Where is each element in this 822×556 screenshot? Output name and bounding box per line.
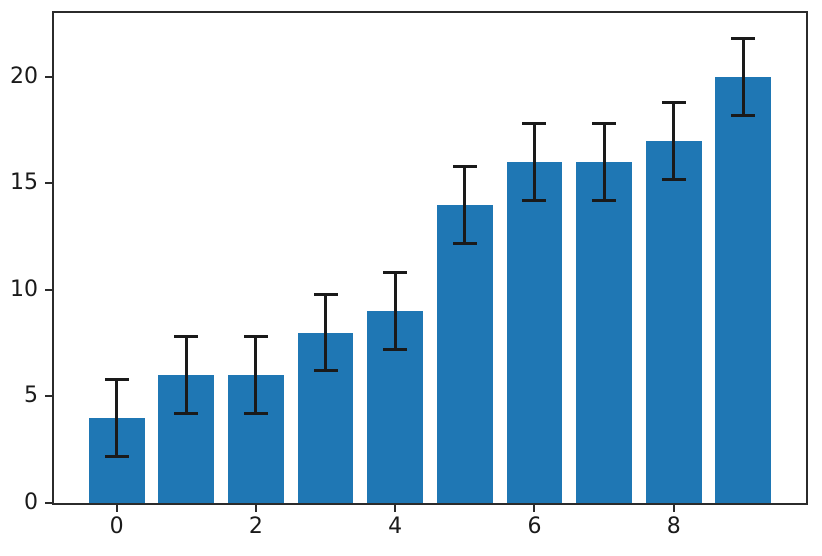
bar: [436, 204, 493, 503]
error-bar-cap-bottom: [383, 348, 408, 352]
y-tick-mark: [45, 75, 52, 78]
error-bar-line: [672, 102, 676, 180]
error-bar-cap-bottom: [452, 241, 477, 245]
y-tick-mark: [45, 288, 52, 291]
error-bar-cap-bottom: [522, 198, 547, 202]
error-bar-line: [184, 336, 188, 414]
bar: [576, 162, 632, 503]
x-tick-mark: [254, 505, 257, 512]
axis-spine-left: [52, 13, 54, 505]
error-bar-cap-top: [383, 271, 408, 275]
y-tick-label: 5: [24, 383, 38, 409]
x-tick-label: 8: [666, 514, 681, 539]
error-bar-line: [324, 294, 328, 371]
error-bar-cap-bottom: [592, 198, 617, 202]
x-tick-mark: [394, 505, 397, 512]
error-bar-line: [115, 379, 119, 457]
x-tick-label: 0: [109, 514, 124, 539]
error-bar-cap-bottom: [661, 177, 686, 181]
error-bar-line: [532, 123, 536, 201]
y-tick-label: 20: [10, 63, 38, 89]
error-bar-line: [741, 38, 745, 116]
bar: [715, 76, 772, 503]
y-tick-label: 0: [24, 490, 38, 515]
error-bar-cap-bottom: [104, 454, 129, 458]
x-tick-mark: [115, 505, 118, 512]
error-bar-line: [602, 123, 606, 201]
error-bar-cap-top: [104, 377, 129, 381]
error-bar-cap-top: [243, 335, 268, 339]
error-bar-cap-top: [522, 122, 547, 126]
y-tick-label: 10: [10, 276, 38, 302]
x-tick-mark: [533, 505, 536, 512]
x-tick-label: 2: [248, 514, 263, 539]
error-bar-cap-top: [731, 37, 756, 41]
axis-spine-bottom: [52, 503, 808, 505]
error-bar-cap-top: [174, 335, 199, 339]
error-bar-cap-top: [313, 292, 338, 296]
error-bar-cap-bottom: [731, 113, 756, 117]
x-tick-label: 4: [388, 514, 403, 539]
error-bar-line: [463, 166, 467, 244]
x-tick-mark: [672, 505, 675, 512]
axis-spine-top: [52, 11, 808, 13]
bar: [645, 140, 702, 503]
y-tick-mark: [45, 182, 52, 185]
y-tick-mark: [45, 502, 52, 504]
error-bar-line: [254, 336, 258, 414]
x-tick-label: 6: [527, 514, 542, 539]
bar: [506, 162, 563, 503]
error-bar-line: [393, 272, 397, 350]
error-bar-cap-top: [452, 164, 477, 168]
error-bar-cap-bottom: [313, 369, 338, 373]
axis-spine-right: [806, 13, 808, 505]
error-bar-cap-bottom: [174, 412, 199, 416]
y-tick-label: 15: [10, 170, 38, 196]
y-tick-mark: [45, 395, 52, 398]
plot-area: [54, 13, 806, 503]
error-bar-cap-bottom: [243, 412, 268, 416]
error-bar-cap-top: [661, 100, 686, 104]
error-bar-cap-top: [592, 122, 617, 126]
